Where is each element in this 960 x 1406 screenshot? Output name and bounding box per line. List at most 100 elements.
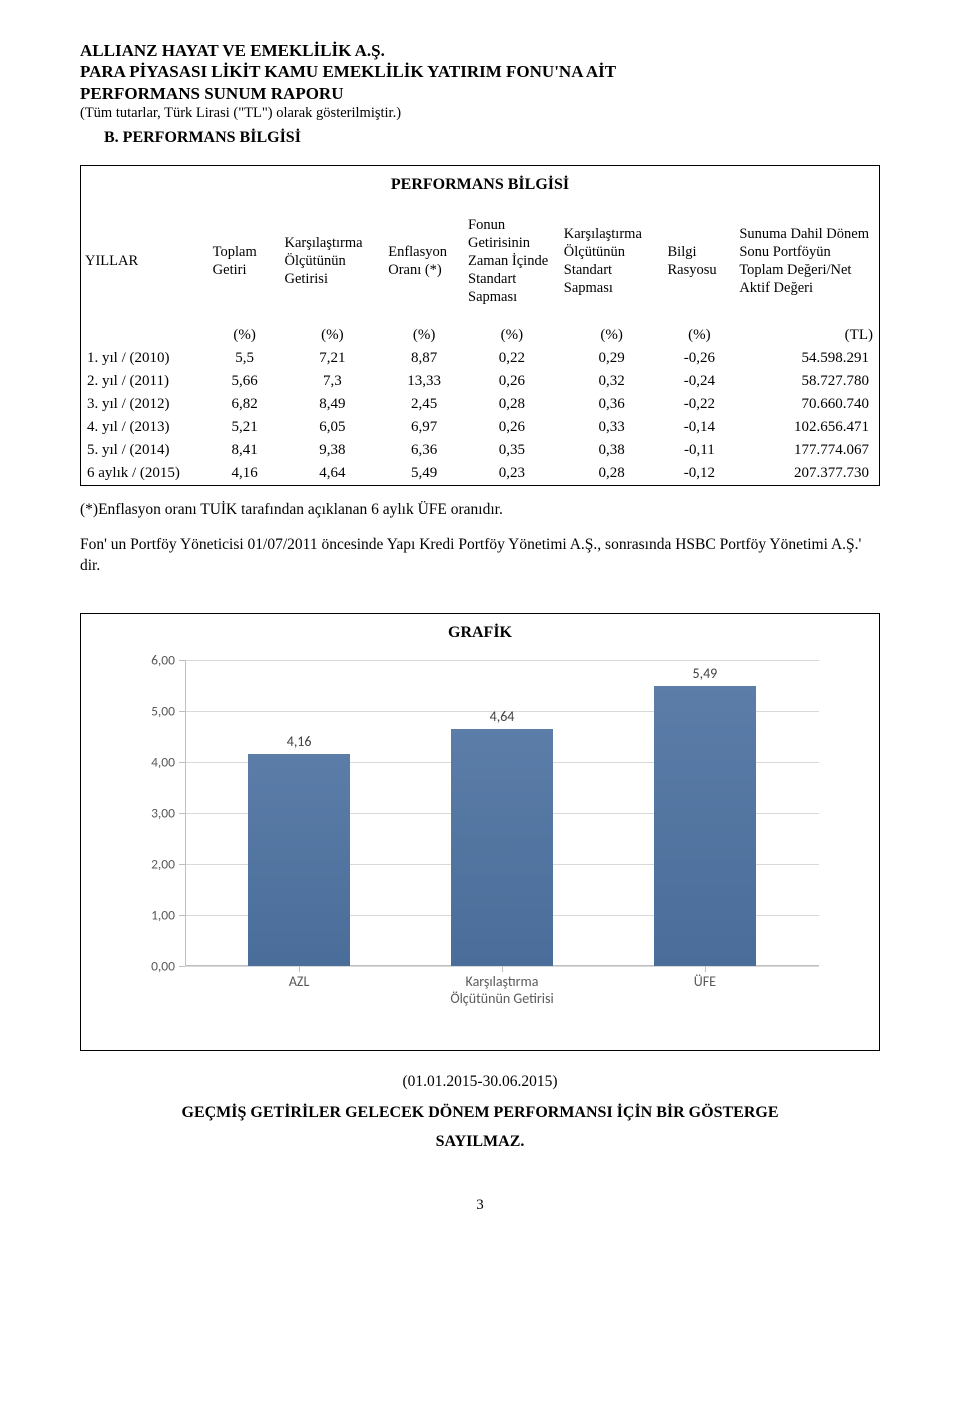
col-fon-sapma: Fonun Getirisinin Zaman İçinde Standart … <box>464 210 560 325</box>
chart-y-axis <box>185 660 186 966</box>
table-cell: 0,38 <box>560 439 664 462</box>
chart-xtick-mark <box>299 966 300 972</box>
table-cell: -0,26 <box>664 347 736 370</box>
table-cell: 0,22 <box>464 347 560 370</box>
chart-xtick-mark <box>705 966 706 972</box>
table-cell: 7,3 <box>280 370 384 393</box>
unit-cell: (%) <box>560 324 664 347</box>
unit-cell: (%) <box>280 324 384 347</box>
table-cell: 8,87 <box>384 347 464 370</box>
performance-title: PERFORMANS BİLGİSİ <box>81 166 879 210</box>
table-cell: 0,32 <box>560 370 664 393</box>
table-cell: 0,36 <box>560 393 664 416</box>
table-cell: 9,38 <box>280 439 384 462</box>
table-cell: 0,26 <box>464 416 560 439</box>
header-line-1: ALLIANZ HAYAT VE EMEKLİLİK A.Ş. <box>80 40 880 61</box>
unit-cell: (%) <box>209 324 281 347</box>
row-label: 3. yıl / (2012) <box>81 393 209 416</box>
chart-bar <box>451 729 552 966</box>
row-label: 5. yıl / (2014) <box>81 439 209 462</box>
table-cell: -0,12 <box>664 462 736 485</box>
table-cell: 177.774.067 <box>735 439 879 462</box>
chart-bar-label: 4,16 <box>287 733 312 750</box>
table-cell: 2,45 <box>384 393 464 416</box>
performance-table: YILLAR Toplam Getiri Karşılaştırma Ölçüt… <box>81 210 879 486</box>
table-cell: -0,14 <box>664 416 736 439</box>
col-bilgi-rasyosu: Bilgi Rasyosu <box>664 210 736 325</box>
section-b-heading: B. PERFORMANS BİLGİSİ <box>104 129 880 147</box>
chart-x-label: Karşılaştırma Ölçütünün Getirisi <box>432 966 572 1008</box>
table-cell: -0,24 <box>664 370 736 393</box>
col-karsilastirma-getiri: Karşılaştırma Ölçütünün Getirisi <box>280 210 384 325</box>
chart-plot-area: 0,001,002,003,004,005,006,004,16AZL4,64K… <box>185 660 819 966</box>
row-label: 4. yıl / (2013) <box>81 416 209 439</box>
table-cell: -0,22 <box>664 393 736 416</box>
chart-bar <box>248 754 349 966</box>
disclaimer-text: GEÇMİŞ GETİRİLER GELECEK DÖNEM PERFORMAN… <box>80 1099 880 1157</box>
disclaimer-line-1: GEÇMİŞ GETİRİLER GELECEK DÖNEM PERFORMAN… <box>182 1104 779 1121</box>
chart-xtick-mark <box>502 966 503 972</box>
header-line-2: PARA PİYASASI LİKİT KAMU EMEKLİLİK YATIR… <box>80 61 880 82</box>
table-cell: 5,5 <box>209 347 281 370</box>
col-enflasyon: Enflasyon Oranı (*) <box>384 210 464 325</box>
table-cell: 4,64 <box>280 462 384 485</box>
table-cell: 5,49 <box>384 462 464 485</box>
row-label: 6 aylık / (2015) <box>81 462 209 485</box>
table-header-row: YILLAR Toplam Getiri Karşılaştırma Ölçüt… <box>81 210 879 325</box>
table-cell: 8,41 <box>209 439 281 462</box>
table-row: 2. yıl / (2011)5,667,313,330,260,32-0,24… <box>81 370 879 393</box>
row-label: 2. yıl / (2011) <box>81 370 209 393</box>
table-row: 1. yıl / (2010)5,57,218,870,220,29-0,265… <box>81 347 879 370</box>
unit-cell <box>81 324 209 347</box>
table-cell: 0,26 <box>464 370 560 393</box>
table-row: 6 aylık / (2015)4,164,645,490,230,28-0,1… <box>81 462 879 485</box>
table-cell: 102.656.471 <box>735 416 879 439</box>
table-cell: 7,21 <box>280 347 384 370</box>
table-cell: 8,49 <box>280 393 384 416</box>
row-label: 1. yıl / (2010) <box>81 347 209 370</box>
col-portfoy-deger: Sunuma Dahil Dönem Sonu Portföyün Toplam… <box>735 210 879 325</box>
performance-table-box: PERFORMANS BİLGİSİ YILLAR Toplam Getiri … <box>80 165 880 487</box>
table-cell: 54.598.291 <box>735 347 879 370</box>
chart-bar <box>654 686 755 966</box>
col-yillar: YILLAR <box>81 210 209 325</box>
table-cell: 70.660.740 <box>735 393 879 416</box>
table-notes: (*)Enflasyon oranı TUİK tarafından açıkl… <box>80 500 880 577</box>
table-cell: 6,36 <box>384 439 464 462</box>
unit-cell: (TL) <box>735 324 879 347</box>
col-karsilastirma-sapma: Karşılaştırma Ölçütünün Standart Sapması <box>560 210 664 325</box>
table-cell: -0,11 <box>664 439 736 462</box>
table-cell: 207.377.730 <box>735 462 879 485</box>
document-header: ALLIANZ HAYAT VE EMEKLİLİK A.Ş. PARA PİY… <box>80 40 880 123</box>
table-cell: 6,82 <box>209 393 281 416</box>
table-cell: 5,66 <box>209 370 281 393</box>
table-cell: 0,35 <box>464 439 560 462</box>
chart-box: GRAFİK 0,001,002,003,004,005,006,004,16A… <box>80 613 880 1051</box>
table-cell: 0,33 <box>560 416 664 439</box>
table-row: 3. yıl / (2012)6,828,492,450,280,36-0,22… <box>81 393 879 416</box>
table-cell: 0,28 <box>560 462 664 485</box>
table-cell: 58.727.780 <box>735 370 879 393</box>
header-subtext: (Tüm tutarlar, Türk Lirasi ("TL") olarak… <box>80 104 880 123</box>
unit-cell: (%) <box>664 324 736 347</box>
page-number: 3 <box>80 1197 880 1214</box>
disclaimer-line-2: SAYILMAZ. <box>436 1133 525 1150</box>
table-cell: 13,33 <box>384 370 464 393</box>
chart-bar-label: 5,49 <box>692 665 717 682</box>
chart-ytick-mark <box>179 966 185 967</box>
unit-cell: (%) <box>464 324 560 347</box>
date-range: (01.01.2015-30.06.2015) <box>80 1073 880 1091</box>
table-cell: 4,16 <box>209 462 281 485</box>
table-units-row: (%)(%)(%)(%)(%)(%)(TL) <box>81 324 879 347</box>
table-cell: 0,23 <box>464 462 560 485</box>
table-cell: 6,97 <box>384 416 464 439</box>
chart-title: GRAFİK <box>81 614 879 650</box>
unit-cell: (%) <box>384 324 464 347</box>
note-yonetici: Fon' un Portföy Yöneticisi 01/07/2011 ön… <box>80 535 880 577</box>
table-row: 5. yıl / (2014)8,419,386,360,350,38-0,11… <box>81 439 879 462</box>
chart-gridline <box>185 660 819 661</box>
chart-area: 0,001,002,003,004,005,006,004,16AZL4,64K… <box>141 650 839 1030</box>
note-enflasyon: (*)Enflasyon oranı TUİK tarafından açıkl… <box>80 500 880 521</box>
table-row: 4. yıl / (2013)5,216,056,970,260,33-0,14… <box>81 416 879 439</box>
header-line-3: PERFORMANS SUNUM RAPORU <box>80 83 880 104</box>
